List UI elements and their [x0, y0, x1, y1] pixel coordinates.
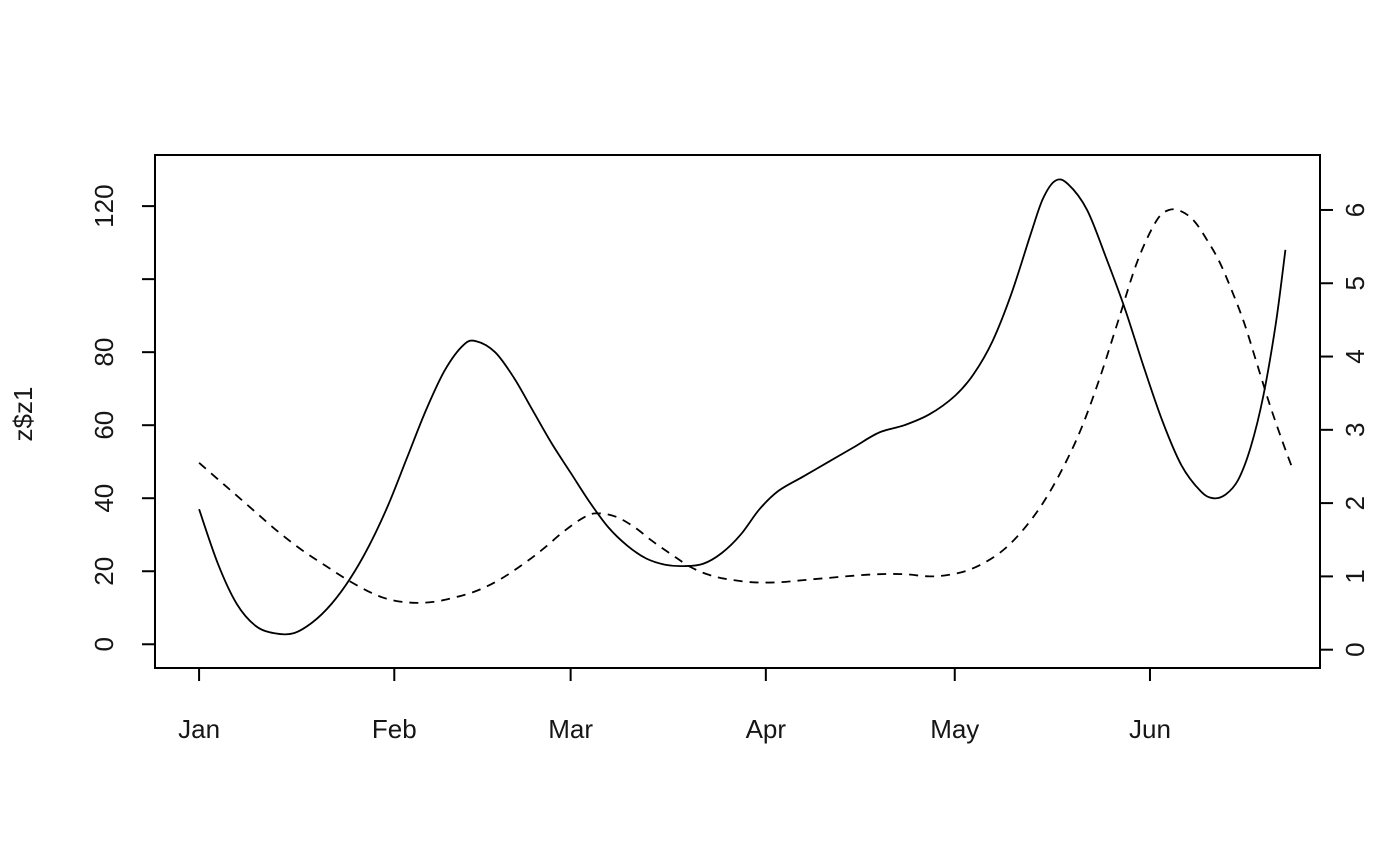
right-tick-label: 1 [1340, 569, 1370, 583]
left-tick-label: 120 [89, 184, 119, 227]
right-tick-label: 3 [1340, 423, 1370, 437]
right-tick-label: 5 [1340, 276, 1370, 290]
right-tick-label: 4 [1340, 349, 1370, 363]
x-tick-label: May [930, 714, 979, 744]
x-tick-label: Mar [548, 714, 593, 744]
left-tick-label: 60 [89, 411, 119, 440]
plot-border [154, 154, 1321, 669]
right-tick-label: 6 [1340, 203, 1370, 217]
x-tick-label: Jan [178, 714, 220, 744]
x-tick-label: Jun [1129, 714, 1171, 744]
left-tick-label: 40 [89, 484, 119, 513]
right-tick-label: 0 [1340, 642, 1370, 656]
x-tick-label: Apr [746, 714, 787, 744]
left-tick-label: 80 [89, 338, 119, 367]
y-axis-title: z$z1 [8, 387, 38, 442]
series-z2-dashed-line [198, 208, 1293, 604]
left-tick-label: 0 [89, 637, 119, 651]
series-z1-solid-line [198, 178, 1287, 636]
plot-area: Jan Feb Mar Apr May Jun 0 20 40 60 80 120 0 1 2 3 4 5 6 [89, 154, 1370, 744]
right-tick-label: 2 [1340, 496, 1370, 510]
left-tick-label: 20 [89, 557, 119, 586]
x-tick-label: Feb [372, 714, 417, 744]
